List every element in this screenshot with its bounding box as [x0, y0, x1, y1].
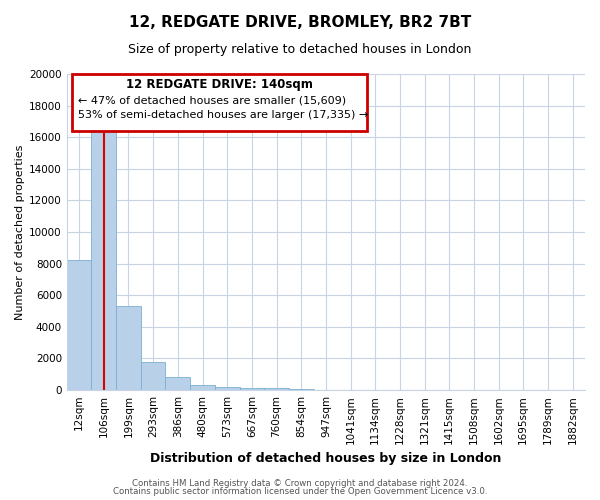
Text: Contains public sector information licensed under the Open Government Licence v3: Contains public sector information licen… [113, 487, 487, 496]
Bar [239, 388, 264, 390]
Text: Contains HM Land Registry data © Crown copyright and database right 2024.: Contains HM Land Registry data © Crown c… [132, 478, 468, 488]
Text: ← 47% of detached houses are smaller (15,609): ← 47% of detached houses are smaller (15… [78, 95, 346, 105]
Bar [264, 388, 289, 390]
Text: 12, REDGATE DRIVE, BROMLEY, BR2 7BT: 12, REDGATE DRIVE, BROMLEY, BR2 7BT [129, 15, 471, 30]
Text: Size of property relative to detached houses in London: Size of property relative to detached ho… [128, 42, 472, 56]
Y-axis label: Number of detached properties: Number of detached properties [15, 144, 25, 320]
Bar [67, 260, 91, 390]
Bar [190, 386, 215, 390]
Bar [215, 387, 239, 390]
Bar [166, 378, 190, 390]
X-axis label: Distribution of detached houses by size in London: Distribution of detached houses by size … [150, 452, 502, 465]
Bar [116, 306, 141, 390]
Text: 53% of semi-detached houses are larger (17,335) →: 53% of semi-detached houses are larger (… [78, 110, 368, 120]
Bar [91, 130, 116, 390]
Text: 12 REDGATE DRIVE: 140sqm: 12 REDGATE DRIVE: 140sqm [126, 78, 313, 91]
Bar [141, 362, 166, 390]
